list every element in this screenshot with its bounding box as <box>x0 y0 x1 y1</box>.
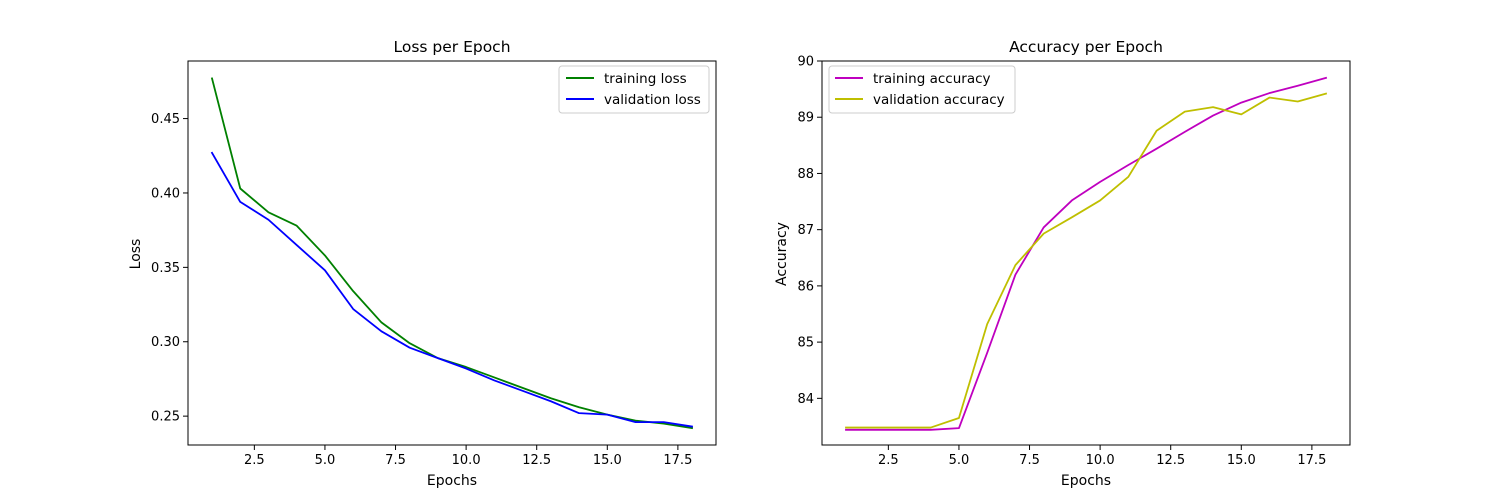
loss-chart-title: Loss per Epoch <box>393 38 510 56</box>
accuracy-x-tick-label: 2.5 <box>878 453 899 468</box>
accuracy-x-tick-label: 10.0 <box>1086 453 1115 468</box>
accuracy-x-tick-label: 7.5 <box>1019 453 1040 468</box>
loss-x-tick-label: 2.5 <box>244 453 265 468</box>
loss-legend-box <box>558 65 710 114</box>
loss-x-axis-label: Epochs <box>427 473 477 489</box>
accuracy-series-line-validation <box>845 92 1328 429</box>
loss-chart: Loss per Epoch Epochs Loss 2.5 5.0 7.5 10.0… <box>128 38 717 489</box>
loss-axis-ticks: 2.5 5.0 7.5 10.0 12.5 15.0 17.5 0.25 0.30 0.35 0.4… <box>151 112 692 468</box>
loss-series-line-validation <box>210 151 694 428</box>
loss-legend: training loss validation loss <box>558 65 710 114</box>
loss-x-tick-label: 17.5 <box>663 453 692 468</box>
loss-y-tick-label: 0.45 <box>151 112 180 127</box>
accuracy-y-tick-label: 87 <box>797 223 814 238</box>
accuracy-x-tick-label: 12.5 <box>1156 453 1185 468</box>
loss-y-tick-label: 0.30 <box>151 335 180 350</box>
loss-series-lines <box>210 77 694 430</box>
loss-y-tick-label: 0.40 <box>151 186 180 201</box>
loss-y-tick-label: 0.35 <box>151 261 180 276</box>
accuracy-y-tick-label: 89 <box>797 111 814 126</box>
accuracy-y-tick-label: 85 <box>797 336 814 351</box>
loss-x-tick-label: 7.5 <box>385 453 406 468</box>
loss-plot-frame <box>187 60 717 446</box>
loss-legend-label-training: training loss <box>604 71 687 87</box>
loss-legend-label-validation: validation loss <box>604 92 701 108</box>
accuracy-y-axis-label: Accuracy <box>774 222 790 286</box>
accuracy-plot-frame <box>821 60 1351 446</box>
accuracy-y-tick-label: 84 <box>797 392 814 407</box>
loss-x-tick-label: 12.5 <box>522 453 551 468</box>
accuracy-chart-title: Accuracy per Epoch <box>1009 38 1163 56</box>
accuracy-chart: Accuracy per Epoch Epochs Accuracy 2.5 5.… <box>774 38 1351 489</box>
loss-y-tick-label: 0.25 <box>151 410 180 425</box>
accuracy-legend-label-validation: validation accuracy <box>873 92 1005 108</box>
accuracy-x-tick-label: 17.5 <box>1297 453 1326 468</box>
accuracy-y-tick-label: 86 <box>797 279 814 294</box>
accuracy-legend: training accuracy validation accuracy <box>828 65 1016 114</box>
accuracy-x-tick-label: 5.0 <box>949 453 970 468</box>
loss-x-tick-label: 10.0 <box>452 453 481 468</box>
loss-y-axis-label: Loss <box>128 239 144 270</box>
accuracy-legend-label-training: training accuracy <box>873 71 991 87</box>
loss-x-tick-label: 15.0 <box>593 453 622 468</box>
accuracy-legend-box <box>828 65 1016 114</box>
accuracy-x-tick-label: 15.0 <box>1227 453 1256 468</box>
loss-x-tick-label: 5.0 <box>315 453 336 468</box>
accuracy-axis-ticks: 2.5 5.0 7.5 10.0 12.5 15.0 17.5 84 85 86 87 88 89 90 <box>797 55 1326 469</box>
accuracy-y-tick-label: 88 <box>797 167 814 182</box>
accuracy-y-tick-label: 90 <box>797 55 814 70</box>
accuracy-x-axis-label: Epochs <box>1061 473 1111 489</box>
accuracy-series-line-training <box>845 76 1328 431</box>
accuracy-series-lines <box>845 76 1328 431</box>
